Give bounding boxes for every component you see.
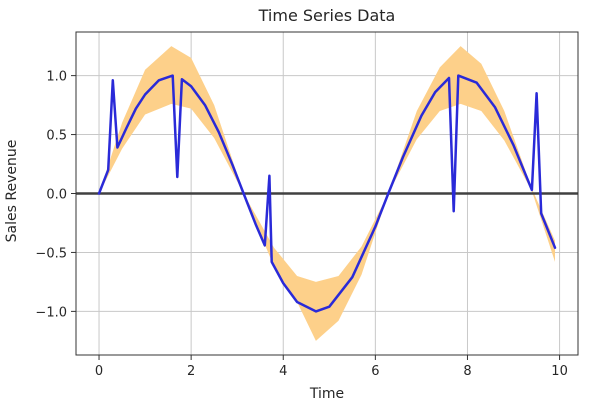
x-tick-label: 4 bbox=[279, 364, 287, 379]
series-line bbox=[97, 74, 557, 313]
y-axis-ticks: −1.0 −0.5 0.0 0.5 1.0 bbox=[35, 70, 76, 320]
y-tick-label: 1.0 bbox=[46, 70, 67, 85]
x-tick-label: 2 bbox=[187, 364, 195, 379]
y-axis-label: Sales Revenue bbox=[4, 140, 20, 243]
series-layer bbox=[97, 74, 557, 313]
y-tick-label: −1.0 bbox=[35, 305, 67, 320]
y-tick-label: −0.5 bbox=[35, 246, 67, 261]
x-tick-label: 8 bbox=[463, 364, 471, 379]
y-tick-label: 0.5 bbox=[46, 129, 67, 144]
x-tick-label: 6 bbox=[371, 364, 379, 379]
x-tick-label: 10 bbox=[551, 364, 568, 379]
x-axis-ticks: 0 2 4 6 8 10 bbox=[95, 355, 568, 379]
chart-title: Time Series Data bbox=[258, 6, 396, 25]
x-axis-label: Time bbox=[309, 386, 344, 402]
y-tick-label: 0.0 bbox=[46, 188, 67, 203]
x-tick-label: 0 bbox=[95, 364, 103, 379]
